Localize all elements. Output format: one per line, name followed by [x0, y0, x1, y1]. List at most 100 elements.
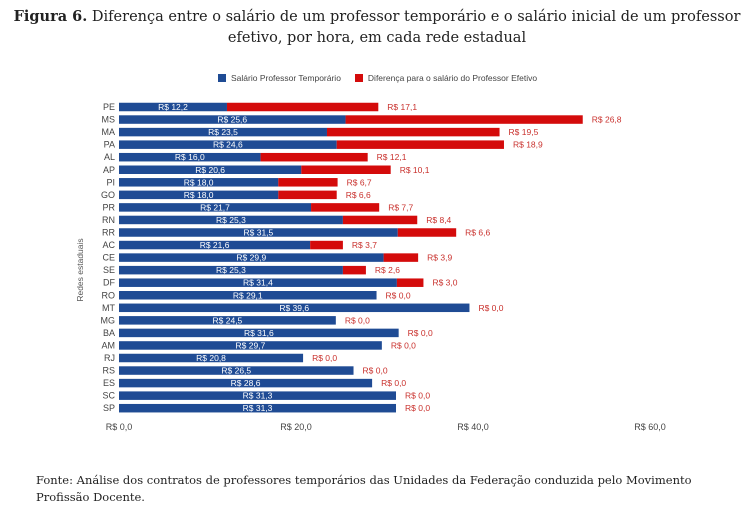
- bar-label-diff: R$ 8,4: [426, 215, 451, 225]
- bar-temp: [119, 391, 397, 400]
- bar-diff: [342, 265, 366, 275]
- bar-temp: [119, 152, 261, 162]
- bar-diff: [278, 178, 338, 187]
- bar-label-temp: R$ 18,0: [184, 190, 214, 200]
- bar-diff: [342, 215, 418, 225]
- bar-label-diff: R$ 7,7: [388, 202, 413, 212]
- bar-label-temp: R$ 28,6: [231, 378, 261, 388]
- category-label: RJ: [104, 353, 115, 363]
- x-tick-label: R$ 0,0: [106, 422, 133, 432]
- legend-swatch-temp: [218, 74, 226, 82]
- bar-label-temp: R$ 25,3: [216, 215, 246, 225]
- bar-diff: [397, 228, 457, 237]
- bar-temp: [119, 140, 337, 149]
- category-label: SE: [103, 265, 115, 275]
- bar-diff: [336, 140, 504, 149]
- bar-temp: [119, 127, 327, 137]
- bar-label-temp: R$ 23,5: [208, 127, 238, 137]
- bar-temp: [119, 265, 343, 275]
- category-label: AP: [103, 165, 115, 175]
- bar-label-temp: R$ 21,7: [200, 202, 230, 212]
- bar-label-diff: R$ 0,0: [405, 403, 430, 413]
- bar-diff: [396, 278, 424, 287]
- bar-temp: [119, 366, 354, 375]
- bar-label-temp: R$ 29,7: [236, 340, 266, 350]
- bar-label-diff: R$ 0,0: [405, 391, 430, 401]
- bar-temp: [119, 190, 279, 200]
- chart-title: Figura 6. Diferença entre o salário de u…: [0, 6, 754, 49]
- legend-label-temp: Salário Professor Temporário: [231, 73, 341, 83]
- bar-temp: [119, 341, 382, 350]
- bar-temp: [119, 240, 311, 250]
- bar-label-temp: R$ 20,8: [196, 353, 226, 363]
- bar-label-diff: R$ 6,6: [346, 190, 371, 200]
- bar-label-diff: R$ 0,0: [381, 378, 406, 388]
- bar-temp: [119, 228, 398, 237]
- bar-label-temp: R$ 16,0: [175, 152, 205, 162]
- bar-label-temp: R$ 39,6: [279, 303, 309, 313]
- source-note: Fonte: Análise dos contratos de professo…: [36, 473, 692, 504]
- category-label: PE: [103, 102, 115, 112]
- x-tick-label: R$ 20,0: [280, 422, 312, 432]
- bar-label-diff: R$ 3,0: [432, 278, 457, 288]
- legend: Salário Professor Temporário Diferença p…: [218, 73, 537, 83]
- x-tick-label: R$ 60,0: [634, 422, 666, 432]
- bar-label-diff: R$ 0,0: [478, 303, 503, 313]
- legend-label-diff: Diferença para o salário do Professor Ef…: [367, 73, 538, 83]
- bar-temp: [119, 115, 346, 124]
- category-label: CE: [102, 253, 115, 263]
- bar-label-diff: R$ 0,0: [312, 353, 337, 363]
- bar-temp: [119, 165, 302, 174]
- x-tick-label: R$ 40,0: [457, 422, 489, 432]
- bar-label-temp: R$ 31,6: [244, 328, 274, 338]
- bar-label-diff: R$ 3,7: [352, 240, 377, 250]
- bar-label-temp: R$ 25,6: [217, 115, 247, 125]
- bar-diff: [260, 152, 368, 162]
- category-label: RS: [102, 366, 115, 376]
- bar-label-temp: R$ 24,6: [213, 140, 243, 150]
- bar-label-diff: R$ 26,8: [592, 115, 622, 125]
- title-text: Diferença entre o salário de um professo…: [91, 9, 741, 46]
- bar-label-temp: R$ 20,6: [195, 165, 225, 175]
- category-label: ES: [103, 378, 115, 388]
- category-label: RO: [102, 290, 116, 300]
- bar-label-diff: R$ 10,1: [400, 165, 430, 175]
- bar-temp: [119, 278, 397, 287]
- category-label: AC: [102, 240, 115, 250]
- bar-label-diff: R$ 0,0: [345, 315, 370, 325]
- bar-label-diff: R$ 12,1: [377, 152, 407, 162]
- bar-temp: [119, 102, 227, 112]
- bar-temp: [119, 353, 304, 363]
- bar-temp: [119, 215, 343, 225]
- bar-label-diff: R$ 2,6: [375, 265, 400, 275]
- legend-item-diff: Diferença para o salário do Professor Ef…: [354, 73, 538, 83]
- bar-temp: [119, 291, 377, 300]
- bar-temp: [119, 178, 279, 187]
- bar-diff: [310, 240, 343, 250]
- category-label: MS: [102, 115, 116, 125]
- bar-label-temp: R$ 24,5: [213, 315, 243, 325]
- figure-number: Figura 6.: [13, 8, 88, 25]
- bar-label-diff: R$ 17,1: [387, 102, 417, 112]
- bar-label-diff: R$ 0,0: [363, 366, 388, 376]
- bar-label-diff: R$ 19,5: [509, 127, 539, 137]
- bar-label-temp: R$ 31,5: [243, 228, 273, 238]
- bar-label-temp: R$ 31,4: [243, 278, 273, 288]
- bar-chart: PE R$ 12,2 R$ 17,1 MS R$ 25,6 R$ 26,8 MA R$ 23,…: [101, 102, 666, 432]
- category-label: MG: [101, 315, 116, 325]
- legend-swatch-diff: [354, 74, 363, 82]
- bar-temp: [119, 316, 336, 325]
- bar-diff: [383, 253, 419, 262]
- category-label: PR: [102, 202, 115, 212]
- bar-label-diff: R$ 6,7: [347, 177, 372, 187]
- bar-temp: [119, 328, 399, 338]
- bar-label-diff: R$ 0,0: [408, 328, 433, 338]
- category-label: RR: [102, 228, 115, 238]
- bar-label-diff: R$ 6,6: [465, 228, 490, 238]
- bar-diff: [278, 190, 337, 200]
- bar-label-diff: R$ 3,9: [427, 253, 452, 263]
- bar-label-temp: R$ 18,0: [184, 177, 214, 187]
- bar-label-temp: R$ 21,6: [200, 240, 230, 250]
- bar-temp: [119, 253, 384, 262]
- bar-temp: [119, 378, 373, 388]
